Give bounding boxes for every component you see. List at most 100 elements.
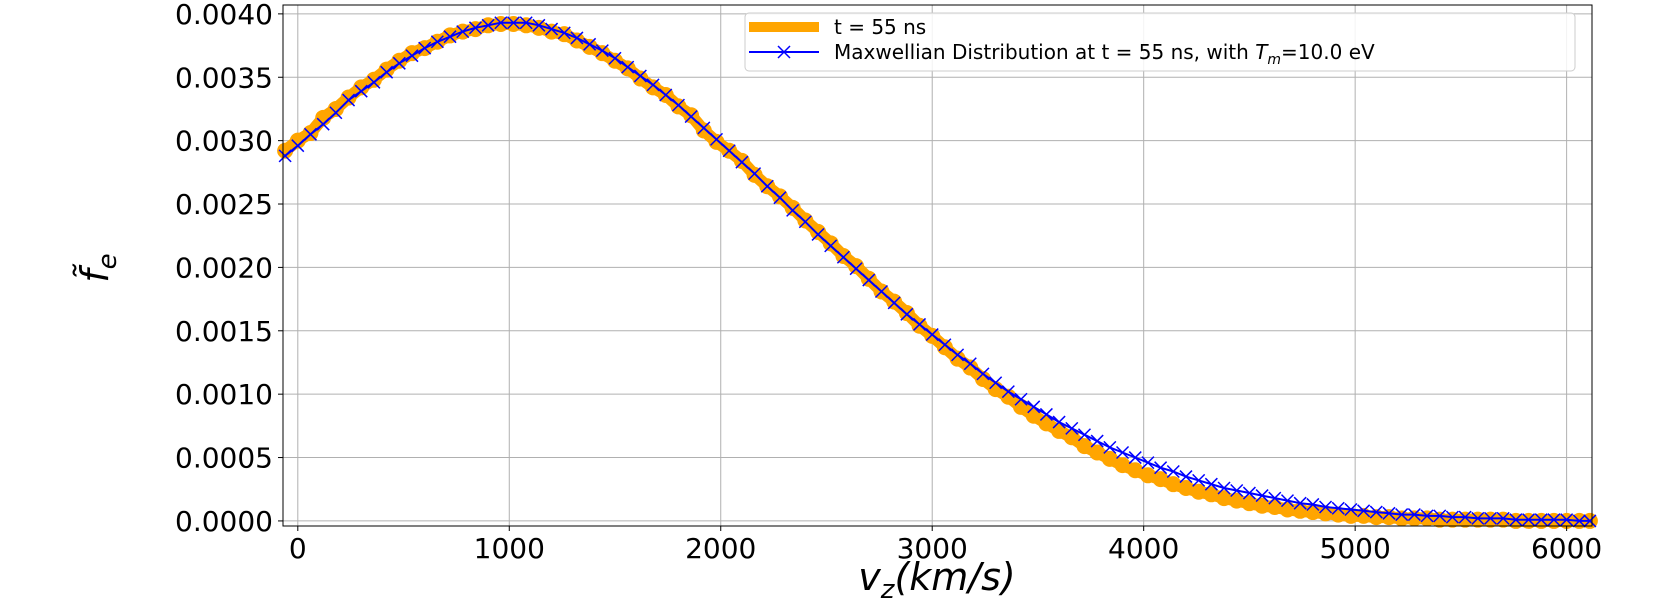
series-t55-point <box>1152 471 1169 488</box>
series-maxwellian-point <box>557 26 571 40</box>
series-maxwellian-point <box>380 65 394 79</box>
series-t55-point <box>518 17 535 34</box>
series-maxwellian-point <box>430 35 444 49</box>
series-maxwellian-point <box>291 139 305 153</box>
series-t55-point <box>1330 506 1347 523</box>
series-maxwellian-point <box>1583 514 1597 528</box>
series-maxwellian-point <box>989 376 1003 390</box>
series-t55-point <box>327 100 344 117</box>
legend-swatch-maxwellian <box>749 45 819 59</box>
y-axis-title: f̃e <box>73 253 123 282</box>
series-maxwellian-point <box>1357 504 1371 518</box>
series-maxwellian-point <box>1242 486 1256 500</box>
series-maxwellian-point <box>1116 445 1130 460</box>
x-tick-label: 5000 <box>1320 532 1391 565</box>
series-maxwellian-point <box>621 60 635 74</box>
series-maxwellian-point <box>1369 505 1383 519</box>
series-maxwellian-point <box>468 21 482 35</box>
series-maxwellian-point <box>836 250 850 264</box>
series-t55-point <box>962 359 979 376</box>
series-maxwellian <box>278 16 1597 528</box>
series-t55-point <box>505 16 522 33</box>
series-t55-point <box>1457 511 1474 528</box>
series-maxwellian-point <box>874 284 888 299</box>
series-maxwellian-point <box>532 18 546 32</box>
series-maxwellian-point <box>1217 481 1231 495</box>
series-maxwellian-point <box>1407 508 1421 522</box>
series-t55-point <box>467 21 484 38</box>
series-maxwellian-point <box>278 149 292 163</box>
series-maxwellian-point <box>709 132 724 146</box>
series-maxwellian-point <box>798 215 812 229</box>
series-t55-point <box>378 61 395 78</box>
series-t55-point <box>848 258 865 275</box>
series-maxwellian-point <box>684 110 698 124</box>
series-maxwellian-point <box>671 98 685 112</box>
series-t55-point <box>442 27 459 44</box>
series-t55-point <box>645 79 662 96</box>
x-axis-title-var: v <box>858 555 881 599</box>
y-tick-label: 0.0015 <box>175 315 273 348</box>
x-axis-title-unit: (km/s) <box>894 555 1015 599</box>
series-t55-point <box>810 223 827 240</box>
series-maxwellian-point <box>1445 510 1459 524</box>
series-maxwellian-point <box>1077 428 1092 442</box>
series-t55-point <box>1076 438 1093 455</box>
series-maxwellian-point <box>367 75 381 89</box>
series-t55-point <box>784 199 801 216</box>
series-t55-point <box>632 70 649 87</box>
series-t55-point <box>1558 512 1575 529</box>
legend: t = 55 ns Maxwellian Distribution at t =… <box>744 12 1576 72</box>
series-t55-point <box>1114 457 1131 474</box>
series-t55-point <box>1139 467 1156 484</box>
series-t55-point <box>1317 505 1334 522</box>
series-maxwellian-point <box>1166 464 1180 479</box>
series-maxwellian-point <box>849 262 863 276</box>
series-maxwellian-point <box>443 30 457 44</box>
series-t55-point <box>1089 444 1106 461</box>
series-maxwellian-point <box>545 22 559 36</box>
series-maxwellian-point <box>1268 491 1282 505</box>
series-t55-point <box>1533 512 1550 529</box>
series-maxwellian-point <box>1496 511 1510 525</box>
series-t55-point <box>1507 512 1524 529</box>
series-maxwellian-point <box>646 78 660 92</box>
series-maxwellian-point <box>494 16 508 30</box>
series-t55-point <box>1000 388 1017 405</box>
series-maxwellian-point <box>481 18 495 32</box>
series-t55-point <box>936 339 953 356</box>
y-tick-label: 0.0030 <box>175 125 273 158</box>
series-maxwellian-point <box>735 155 749 169</box>
series-maxwellian-point <box>608 51 622 65</box>
series-maxwellian-point <box>456 25 470 39</box>
series-maxwellian-point <box>506 16 521 30</box>
y-tick-label: 0.0040 <box>175 0 273 31</box>
series-maxwellian-point <box>1547 513 1561 527</box>
series-t55-point <box>353 79 370 96</box>
series-maxwellian-point <box>862 273 876 287</box>
x-tick-label: 0 <box>289 532 307 565</box>
series-maxwellian-point <box>1395 508 1409 522</box>
series-maxwellian-point <box>1014 392 1028 406</box>
legend-label-t55: t = 55 ns <box>834 15 926 39</box>
series-maxwellian-point <box>405 49 419 63</box>
series-maxwellian-point <box>354 84 368 98</box>
series-maxwellian-point <box>1027 400 1041 414</box>
series-maxwellian-point <box>1471 511 1485 525</box>
series-maxwellian-point <box>595 44 609 58</box>
series-t55-point <box>1520 512 1537 529</box>
series-t55-point <box>1495 511 1512 528</box>
series-maxwellian-point <box>583 37 597 51</box>
series-t55-point <box>1419 510 1436 527</box>
y-tick-label: 0.0005 <box>175 442 273 475</box>
series-maxwellian-point <box>1154 461 1168 475</box>
series-t55-point <box>1469 511 1486 528</box>
series-maxwellian-point <box>418 41 432 55</box>
series-maxwellian-point <box>1204 477 1218 491</box>
series-maxwellian-point <box>519 16 533 30</box>
series-maxwellian-point <box>773 191 787 205</box>
series-maxwellian-point <box>1433 509 1447 523</box>
series-maxwellian-point <box>1141 456 1155 470</box>
series-t55-point <box>1545 512 1562 529</box>
